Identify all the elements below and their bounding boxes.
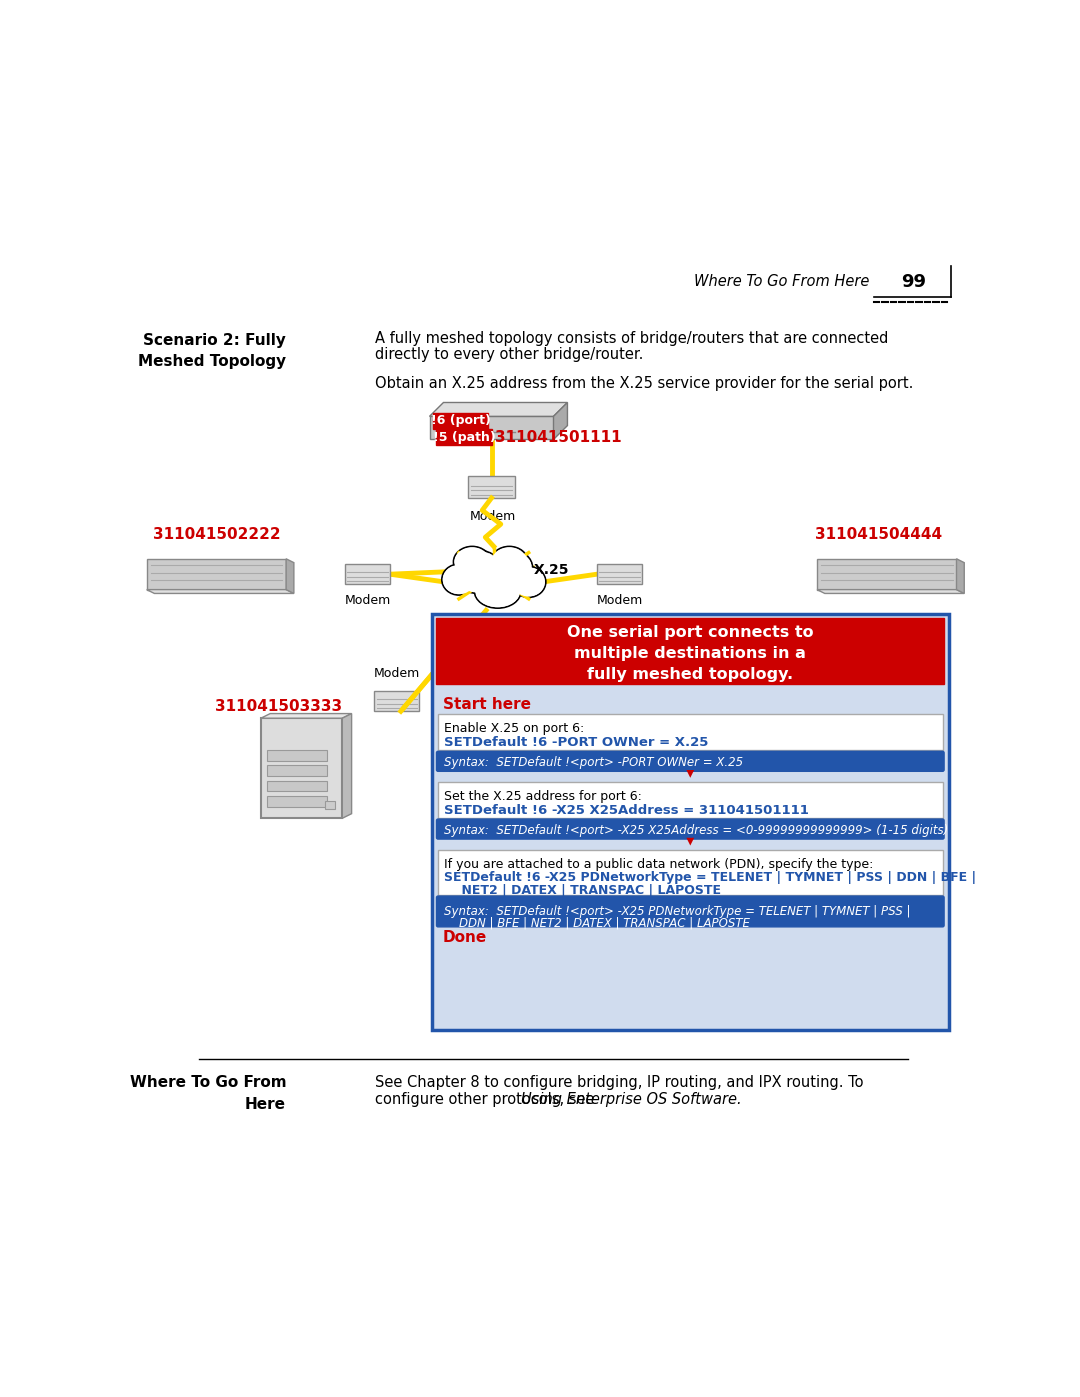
Polygon shape (342, 714, 352, 819)
Text: X.25: X.25 (535, 563, 569, 577)
Polygon shape (147, 559, 286, 590)
FancyBboxPatch shape (438, 782, 943, 817)
FancyBboxPatch shape (261, 718, 342, 819)
FancyBboxPatch shape (267, 750, 327, 760)
Ellipse shape (455, 550, 502, 592)
Ellipse shape (454, 546, 490, 577)
Ellipse shape (443, 564, 475, 594)
Text: Set the X.25 address for port 6:: Set the X.25 address for port 6: (444, 789, 643, 803)
FancyBboxPatch shape (469, 476, 515, 497)
Text: Using Enterprise OS Software.: Using Enterprise OS Software. (521, 1091, 742, 1106)
Polygon shape (430, 416, 554, 440)
FancyBboxPatch shape (432, 615, 948, 1030)
Text: !5 (path): !5 (path) (433, 430, 496, 444)
FancyBboxPatch shape (597, 564, 642, 584)
Text: Where To Go From Here: Where To Go From Here (694, 274, 869, 289)
Text: One serial port connects to
multiple destinations in a
fully meshed topology.: One serial port connects to multiple des… (567, 626, 813, 682)
Polygon shape (147, 590, 294, 594)
Polygon shape (261, 714, 352, 718)
Text: Start here: Start here (443, 697, 530, 712)
Text: configure other protocols, see: configure other protocols, see (375, 1091, 599, 1106)
Text: !6 (port): !6 (port) (431, 415, 490, 427)
Text: Syntax:  SETDefault !<port> -X25 PDNetworkType = TELENET | TYMNET | PSS |: Syntax: SETDefault !<port> -X25 PDNetwor… (444, 905, 910, 918)
Polygon shape (554, 402, 567, 440)
Ellipse shape (475, 576, 521, 608)
FancyBboxPatch shape (438, 714, 943, 750)
Text: 311041503333: 311041503333 (215, 698, 342, 714)
Polygon shape (286, 559, 294, 594)
Text: Modem: Modem (596, 594, 643, 608)
Ellipse shape (489, 549, 532, 587)
FancyBboxPatch shape (267, 796, 327, 806)
Text: Where To Go From
Here: Where To Go From Here (130, 1074, 286, 1112)
Text: directly to every other bridge/router.: directly to every other bridge/router. (375, 346, 644, 362)
FancyBboxPatch shape (267, 766, 327, 775)
Ellipse shape (442, 564, 476, 595)
FancyBboxPatch shape (345, 564, 390, 584)
Text: SETDefault !6 -X25 PDNetworkType = TELENET | TYMNET | PSS | DDN | BFE |: SETDefault !6 -X25 PDNetworkType = TELEN… (444, 872, 976, 884)
FancyBboxPatch shape (436, 429, 492, 444)
Ellipse shape (454, 550, 503, 594)
FancyBboxPatch shape (433, 414, 488, 429)
Text: Modem: Modem (374, 666, 420, 680)
Ellipse shape (474, 574, 521, 608)
Text: Syntax:  SETDefault !<port> -PORT OWNer = X.25: Syntax: SETDefault !<port> -PORT OWNer =… (444, 756, 743, 770)
Text: A fully meshed topology consists of bridge/routers that are connected: A fully meshed topology consists of brid… (375, 331, 889, 346)
Text: 311041502222: 311041502222 (152, 527, 280, 542)
Text: If you are attached to a public data network (PDN), specify the type:: If you are attached to a public data net… (444, 858, 874, 870)
FancyBboxPatch shape (436, 819, 944, 840)
Text: See Chapter 8 to configure bridging, IP routing, and IPX routing. To: See Chapter 8 to configure bridging, IP … (375, 1074, 864, 1090)
FancyBboxPatch shape (375, 692, 419, 711)
FancyBboxPatch shape (436, 617, 944, 683)
Polygon shape (957, 559, 964, 594)
FancyBboxPatch shape (436, 752, 944, 771)
Text: Scenario 2: Fully
Meshed Topology: Scenario 2: Fully Meshed Topology (138, 334, 286, 369)
Text: SETDefault !6 -PORT OWNer = X.25: SETDefault !6 -PORT OWNer = X.25 (444, 736, 708, 749)
FancyBboxPatch shape (267, 781, 327, 791)
FancyBboxPatch shape (325, 802, 335, 809)
Text: Obtain an X.25 address from the X.25 service provider for the serial port.: Obtain an X.25 address from the X.25 ser… (375, 376, 914, 391)
Text: 311041504444: 311041504444 (815, 527, 943, 542)
Text: Syntax:  SETDefault !<port> -X25 X25Address = <0-99999999999999> (1-15 digits): Syntax: SETDefault !<port> -X25 X25Addre… (444, 824, 948, 837)
Text: NET2 | DATEX | TRANSPAC | LAPOSTE: NET2 | DATEX | TRANSPAC | LAPOSTE (444, 884, 721, 897)
Text: SETDefault !6 -X25 X25Address = 311041501111: SETDefault !6 -X25 X25Address = 31104150… (444, 803, 809, 817)
Polygon shape (816, 590, 964, 594)
FancyBboxPatch shape (438, 849, 943, 894)
Ellipse shape (455, 548, 490, 577)
Ellipse shape (512, 567, 545, 598)
Text: Enable X.25 on port 6:: Enable X.25 on port 6: (444, 722, 584, 735)
Polygon shape (816, 559, 957, 590)
Ellipse shape (490, 546, 528, 577)
Text: 311041501111: 311041501111 (496, 430, 622, 444)
Text: Done: Done (443, 930, 487, 944)
Text: Modem: Modem (345, 594, 391, 608)
Ellipse shape (512, 567, 545, 597)
Text: DDN | BFE | NET2 | DATEX | TRANSPAC | LAPOSTE: DDN | BFE | NET2 | DATEX | TRANSPAC | LA… (444, 916, 751, 929)
Ellipse shape (490, 550, 531, 585)
Text: 99: 99 (902, 272, 927, 291)
Ellipse shape (491, 548, 527, 577)
Text: Modem: Modem (470, 510, 516, 524)
Polygon shape (430, 402, 567, 416)
FancyBboxPatch shape (436, 895, 944, 926)
